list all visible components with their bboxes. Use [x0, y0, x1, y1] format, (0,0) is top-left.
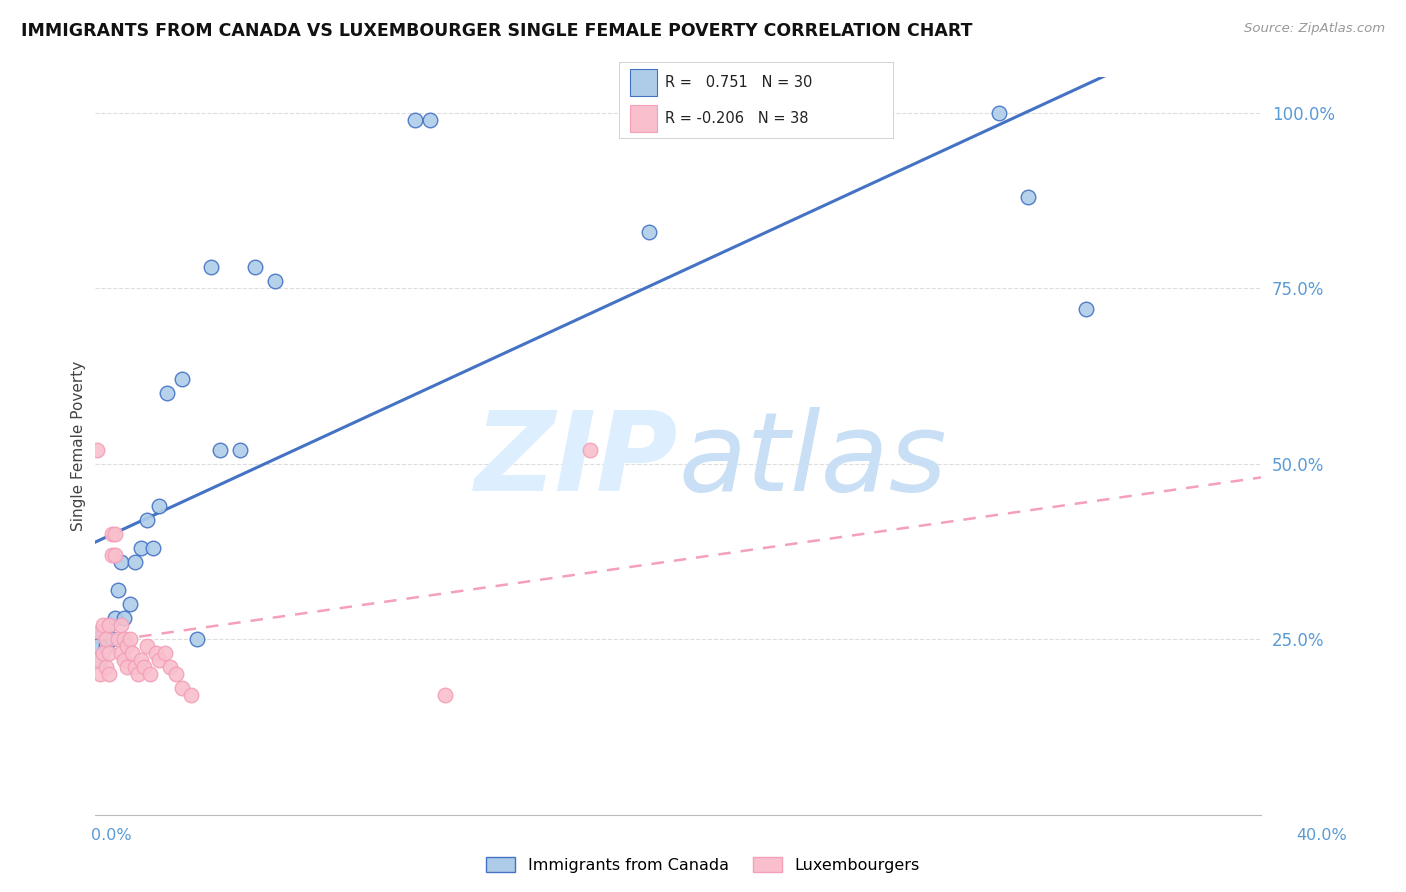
Point: [98, 667, 121, 681]
Point: [89, 667, 111, 681]
Point: [156, 386, 179, 401]
Point: [96, 632, 118, 646]
Point: [121, 646, 143, 660]
Point: [208, 442, 231, 457]
Point: [86, 442, 108, 457]
Point: [129, 653, 152, 667]
Point: [433, 688, 456, 702]
Point: [124, 660, 146, 674]
Text: 40.0%: 40.0%: [1296, 828, 1347, 843]
Point: [579, 442, 602, 457]
FancyBboxPatch shape: [630, 105, 657, 132]
Point: [110, 555, 132, 569]
Point: [987, 105, 1010, 120]
Point: [118, 597, 141, 611]
Text: atlas: atlas: [678, 408, 946, 515]
Point: [1017, 190, 1039, 204]
Point: [136, 639, 159, 653]
Point: [104, 526, 127, 541]
Point: [129, 541, 152, 555]
Point: [404, 112, 426, 127]
Point: [98, 646, 121, 660]
Point: [229, 442, 252, 457]
Point: [172, 372, 194, 386]
FancyBboxPatch shape: [630, 69, 657, 95]
Point: [112, 611, 135, 625]
Text: 0.0%: 0.0%: [91, 828, 132, 843]
Point: [264, 274, 287, 288]
Point: [107, 582, 129, 597]
Point: [86, 653, 108, 667]
Point: [134, 660, 156, 674]
Point: [148, 499, 170, 513]
Point: [89, 625, 111, 640]
Point: [86, 639, 108, 653]
Point: [96, 660, 118, 674]
Point: [159, 660, 181, 674]
Point: [104, 611, 127, 625]
Point: [96, 639, 118, 653]
Point: [127, 667, 149, 681]
Point: [110, 646, 132, 660]
Point: [89, 653, 111, 667]
Text: R = -0.206   N = 38: R = -0.206 N = 38: [665, 111, 808, 126]
Point: [200, 260, 222, 274]
Point: [118, 632, 141, 646]
Point: [98, 618, 121, 632]
Point: [1076, 302, 1098, 317]
Point: [112, 632, 135, 646]
Point: [91, 618, 114, 632]
Point: [186, 632, 208, 646]
Point: [139, 667, 162, 681]
Point: [91, 625, 114, 640]
Point: [148, 653, 170, 667]
Point: [136, 513, 159, 527]
Text: Source: ZipAtlas.com: Source: ZipAtlas.com: [1244, 22, 1385, 36]
Point: [107, 632, 129, 646]
Point: [104, 548, 127, 562]
Y-axis label: Single Female Poverty: Single Female Poverty: [72, 361, 86, 531]
Point: [110, 618, 132, 632]
Point: [115, 639, 138, 653]
Point: [98, 618, 121, 632]
Point: [101, 548, 124, 562]
Text: ZIP: ZIP: [474, 408, 678, 515]
Point: [101, 526, 124, 541]
Point: [172, 681, 194, 696]
Point: [115, 660, 138, 674]
Point: [145, 646, 167, 660]
Text: R =   0.751   N = 30: R = 0.751 N = 30: [665, 75, 813, 90]
Point: [165, 667, 187, 681]
Text: IMMIGRANTS FROM CANADA VS LUXEMBOURGER SINGLE FEMALE POVERTY CORRELATION CHART: IMMIGRANTS FROM CANADA VS LUXEMBOURGER S…: [21, 22, 973, 40]
Point: [91, 646, 114, 660]
Point: [419, 112, 441, 127]
Point: [142, 541, 165, 555]
Point: [637, 225, 659, 239]
Legend: Immigrants from Canada, Luxembourgers: Immigrants from Canada, Luxembourgers: [479, 851, 927, 880]
Point: [153, 646, 176, 660]
Point: [112, 653, 135, 667]
Point: [124, 555, 146, 569]
Point: [101, 632, 124, 646]
Point: [243, 260, 266, 274]
Point: [180, 688, 202, 702]
